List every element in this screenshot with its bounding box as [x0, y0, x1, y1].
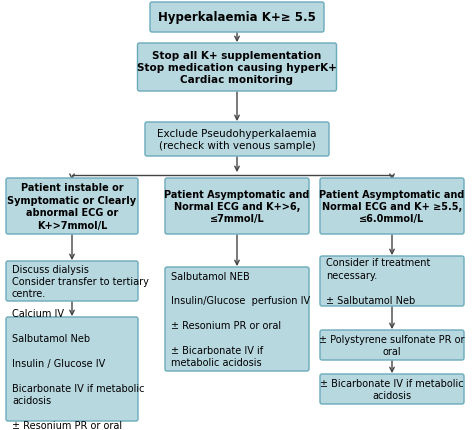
FancyBboxPatch shape	[320, 330, 464, 360]
Text: ± Polystyrene sulfonate PR or
oral: ± Polystyrene sulfonate PR or oral	[319, 334, 465, 356]
FancyBboxPatch shape	[150, 3, 324, 33]
FancyBboxPatch shape	[320, 256, 464, 306]
FancyBboxPatch shape	[320, 374, 464, 404]
Text: Patient Asymptomatic and
Normal ECG and K+>6,
≤7mmol/L: Patient Asymptomatic and Normal ECG and …	[164, 189, 310, 224]
FancyBboxPatch shape	[6, 178, 138, 234]
Text: Patient instable or
Symptomatic or Clearly
abnormal ECG or
K+>7mmol/L: Patient instable or Symptomatic or Clear…	[8, 183, 137, 230]
FancyBboxPatch shape	[6, 317, 138, 421]
FancyBboxPatch shape	[6, 261, 138, 301]
FancyBboxPatch shape	[137, 44, 337, 92]
Text: Hyperkalaemia K+≥ 5.5: Hyperkalaemia K+≥ 5.5	[158, 12, 316, 25]
Text: Discuss dialysis
Consider transfer to tertiary
centre.: Discuss dialysis Consider transfer to te…	[12, 264, 149, 299]
Text: Consider if treatment
necessary.

± Salbutamol Neb: Consider if treatment necessary. ± Salbu…	[326, 258, 430, 305]
Text: ± Bicarbonate IV if metabolic
acidosis: ± Bicarbonate IV if metabolic acidosis	[320, 378, 464, 400]
FancyBboxPatch shape	[145, 123, 329, 157]
Text: Patient Asymptomatic and
Normal ECG and K+ ≥5.5,
≤6.0mmol/L: Patient Asymptomatic and Normal ECG and …	[319, 189, 465, 224]
Text: Salbutamol NEB

Insulin/Glucose  perfusion IV

± Resonium PR or oral

± Bicarbon: Salbutamol NEB Insulin/Glucose perfusion…	[171, 271, 310, 368]
FancyBboxPatch shape	[165, 267, 309, 371]
FancyBboxPatch shape	[320, 178, 464, 234]
Text: Stop all K+ supplementation
Stop medication causing hyperK+
Cardiac monitoring: Stop all K+ supplementation Stop medicat…	[137, 50, 337, 85]
Text: Calcium IV

Salbutamol Neb

Insulin / Glucose IV

Bicarbonate IV if metabolic
ac: Calcium IV Salbutamol Neb Insulin / Gluc…	[12, 308, 145, 430]
Text: Exclude Pseudohyperkalaemia
(recheck with venous sample): Exclude Pseudohyperkalaemia (recheck wit…	[157, 129, 317, 151]
FancyBboxPatch shape	[165, 178, 309, 234]
